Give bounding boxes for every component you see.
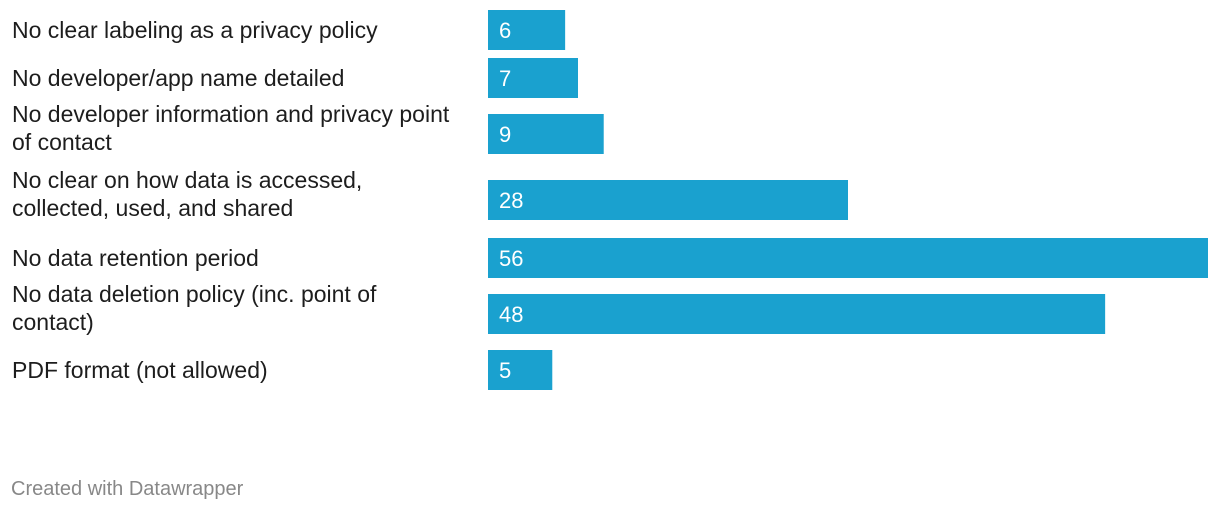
bar-3 <box>488 114 604 154</box>
bar-4 <box>488 180 848 220</box>
category-label-1: No clear labeling as a privacy policy <box>12 17 378 43</box>
value-label-4: 28 <box>499 188 523 213</box>
value-label-6: 48 <box>499 302 523 327</box>
category-label-4: No clear on how data is accessed, collect… <box>12 167 362 221</box>
value-label-2: 7 <box>499 66 511 91</box>
value-label-7: 5 <box>499 358 511 383</box>
category-label-5: No data retention period <box>12 245 259 271</box>
value-label-1: 6 <box>499 18 511 43</box>
bar-5 <box>488 238 1208 278</box>
bar-7 <box>488 350 553 390</box>
category-label-6: No data deletion policy (inc. point of co… <box>12 281 377 335</box>
bar-1 <box>488 10 566 50</box>
bar-2 <box>488 58 578 98</box>
category-label-7: PDF format (not allowed) <box>12 357 268 383</box>
bar-6 <box>488 294 1106 334</box>
category-label-3: No developer information and privacy poi… <box>12 101 450 155</box>
bar-chart: 6 No clear labeling as a privacy policy 7 N… <box>12 10 1208 390</box>
value-label-5: 56 <box>499 246 523 271</box>
value-label-3: 9 <box>499 122 511 147</box>
category-label-2: No developer/app name detailed <box>12 65 344 91</box>
datawrapper-credit: Created with Datawrapper <box>11 478 244 500</box>
